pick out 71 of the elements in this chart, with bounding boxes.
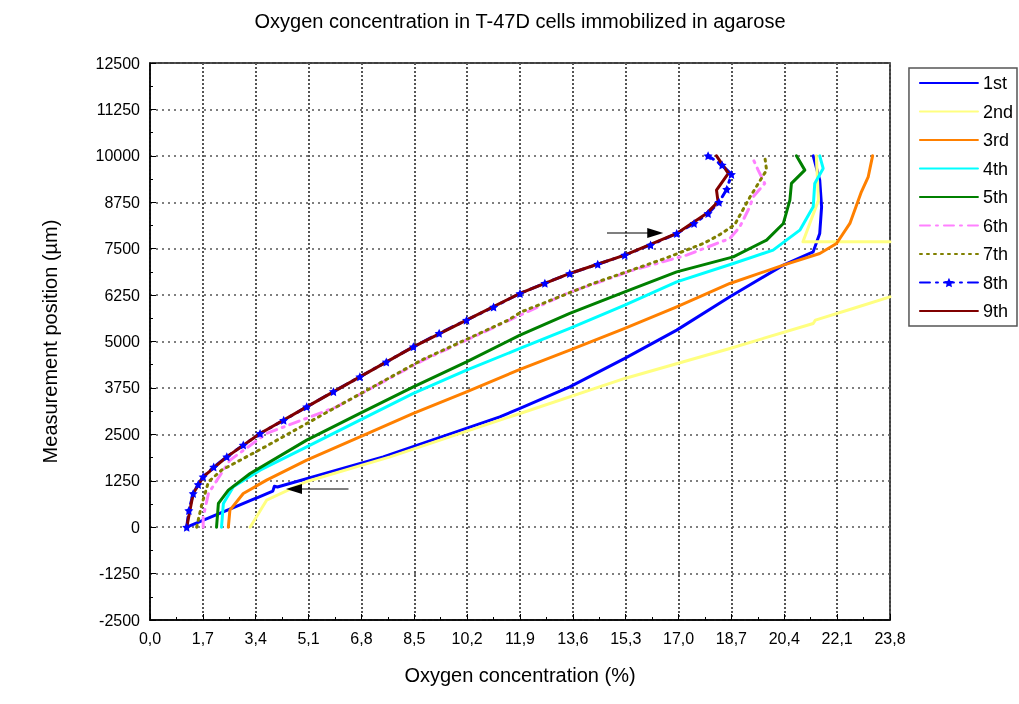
- point: [193, 479, 203, 489]
- y-tick-label: -2500: [99, 611, 141, 629]
- y-axis-title: Measurement position (µm): [39, 219, 61, 464]
- x-axis-title: Oxygen concentration (%): [404, 664, 636, 686]
- point: [255, 428, 265, 438]
- x-tick-label: 18,7: [715, 629, 748, 647]
- legend-label: 8th: [982, 272, 1008, 293]
- y-tick-label: -1250: [99, 565, 141, 583]
- point: [540, 278, 550, 288]
- point: [279, 415, 289, 425]
- point: [302, 402, 312, 412]
- y-tick-label: 3750: [104, 379, 141, 397]
- point: [434, 328, 444, 338]
- point: [209, 462, 219, 472]
- point: [515, 288, 525, 298]
- point: [620, 250, 630, 260]
- y-tick-label: 11250: [96, 100, 141, 118]
- x-tick-label: 20,4: [768, 629, 800, 647]
- legend-label: 3rd: [982, 130, 1009, 150]
- point: [565, 268, 575, 278]
- x-tick-label: 0,0: [138, 629, 162, 647]
- point: [462, 315, 472, 325]
- x-tick-label: 22,1: [821, 629, 853, 647]
- point: [726, 169, 736, 179]
- point: [646, 240, 656, 250]
- point: [188, 488, 198, 498]
- x-tick-label: 3,4: [244, 629, 267, 647]
- x-tick-label: 23,8: [874, 629, 906, 647]
- point: [238, 440, 248, 450]
- y-tick-label: 7500: [104, 240, 141, 258]
- y-tick-label: 10000: [95, 147, 141, 165]
- point: [182, 522, 192, 532]
- y-tick-label: 5000: [104, 333, 141, 350]
- x-tick-label: 10,2: [451, 629, 483, 647]
- y-tick-label: 1250: [104, 472, 141, 490]
- legend-label: 1st: [982, 73, 1007, 93]
- point: [593, 259, 603, 269]
- legend-label: 7th: [982, 244, 1008, 264]
- point: [722, 184, 732, 194]
- chart-title: Oxygen concentration in T-47D cells immobilized in agarose: [254, 10, 786, 32]
- y-tick-label: 12500: [95, 54, 141, 72]
- point: [198, 472, 208, 482]
- point: [717, 160, 727, 170]
- point: [703, 151, 713, 161]
- point: [328, 387, 338, 397]
- point: [689, 218, 699, 228]
- x-tick-label: 8,5: [403, 629, 426, 647]
- y-tick-label: 2500: [104, 425, 141, 443]
- point: [703, 208, 713, 218]
- x-tick-label: 6,8: [350, 629, 373, 647]
- legend-label: 9th: [982, 301, 1008, 321]
- y-tick-label: 6250: [104, 286, 141, 304]
- legend-label: 4th: [982, 158, 1008, 179]
- y-tick-label: 0: [131, 518, 141, 536]
- legend-label: 6th: [982, 215, 1008, 236]
- legend-label: 2nd: [982, 101, 1014, 122]
- x-tick-label: 5,1: [297, 629, 320, 647]
- point: [714, 197, 724, 207]
- x-tick-label: 15,3: [610, 629, 642, 647]
- x-tick-label: 13,6: [557, 629, 589, 647]
- x-tick-label: 1,7: [191, 629, 215, 647]
- point: [381, 357, 391, 367]
- point: [184, 505, 194, 515]
- point: [222, 452, 232, 462]
- y-tick-label: 8750: [104, 193, 141, 211]
- point: [672, 228, 682, 238]
- x-tick-label: 11,9: [505, 629, 536, 647]
- legend-label: 5th: [982, 187, 1008, 207]
- point: [355, 372, 365, 382]
- x-tick-label: 17,0: [663, 629, 695, 647]
- point: [408, 342, 418, 352]
